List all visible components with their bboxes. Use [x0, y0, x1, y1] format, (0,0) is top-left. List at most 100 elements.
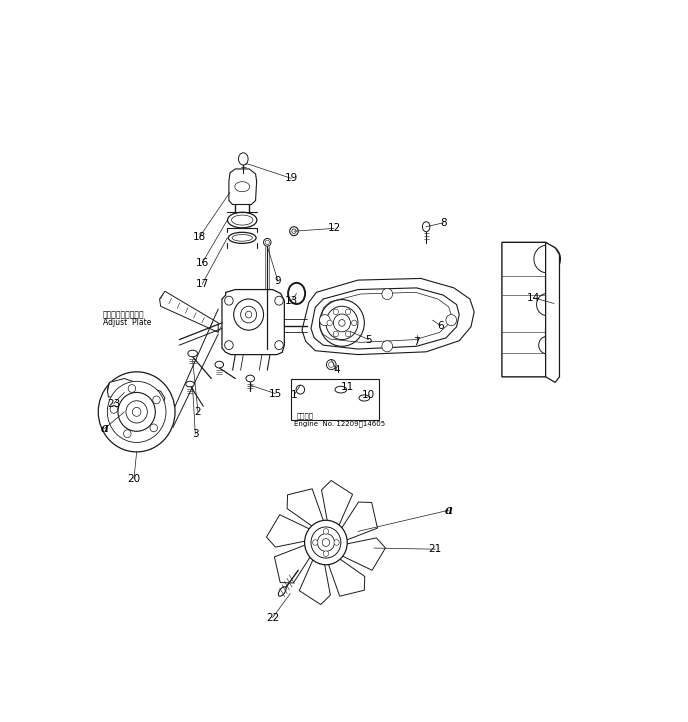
Circle shape	[275, 341, 283, 349]
Text: 3: 3	[192, 429, 199, 439]
Circle shape	[224, 296, 233, 305]
Polygon shape	[107, 378, 165, 404]
Circle shape	[352, 320, 357, 326]
Circle shape	[327, 360, 336, 370]
Bar	[291, 378, 379, 420]
Ellipse shape	[265, 240, 270, 245]
Circle shape	[132, 407, 141, 417]
Ellipse shape	[359, 395, 369, 401]
Polygon shape	[266, 515, 313, 547]
Circle shape	[305, 521, 347, 565]
Circle shape	[126, 401, 147, 423]
Text: 19: 19	[285, 173, 298, 183]
Circle shape	[319, 315, 330, 326]
Polygon shape	[287, 489, 325, 529]
Circle shape	[322, 539, 330, 547]
Ellipse shape	[239, 153, 248, 165]
Polygon shape	[338, 538, 385, 570]
Ellipse shape	[279, 587, 286, 596]
Ellipse shape	[228, 232, 256, 243]
Polygon shape	[327, 557, 365, 596]
Circle shape	[150, 424, 158, 432]
Circle shape	[345, 309, 351, 315]
Circle shape	[317, 534, 334, 552]
Polygon shape	[321, 480, 353, 529]
Ellipse shape	[246, 375, 255, 382]
Circle shape	[246, 311, 252, 318]
Text: a: a	[444, 504, 453, 517]
Circle shape	[98, 372, 175, 452]
Ellipse shape	[188, 350, 197, 357]
Ellipse shape	[264, 238, 271, 246]
Circle shape	[319, 300, 365, 347]
Circle shape	[224, 341, 233, 349]
Text: 12: 12	[327, 223, 341, 233]
Text: 6: 6	[438, 321, 444, 331]
Ellipse shape	[232, 235, 252, 241]
Circle shape	[338, 320, 345, 326]
Polygon shape	[546, 243, 559, 383]
Circle shape	[323, 551, 329, 557]
Circle shape	[333, 309, 338, 315]
Circle shape	[334, 314, 350, 332]
Circle shape	[312, 540, 318, 545]
Circle shape	[110, 406, 118, 413]
Circle shape	[296, 385, 305, 394]
Circle shape	[382, 341, 393, 352]
Polygon shape	[160, 291, 218, 332]
Text: 5: 5	[365, 334, 372, 344]
Polygon shape	[229, 169, 257, 204]
Circle shape	[107, 381, 166, 443]
Text: 20: 20	[127, 474, 140, 484]
Ellipse shape	[186, 381, 194, 387]
Ellipse shape	[235, 182, 250, 192]
Text: 適用号機: 適用号機	[297, 412, 314, 419]
Circle shape	[329, 362, 334, 367]
Ellipse shape	[228, 212, 257, 228]
Text: 23: 23	[107, 399, 120, 409]
Text: 1: 1	[290, 390, 297, 400]
Circle shape	[153, 396, 160, 404]
Text: 15: 15	[268, 388, 282, 399]
Text: 16: 16	[195, 258, 209, 268]
Circle shape	[382, 289, 393, 300]
Text: 22: 22	[266, 612, 279, 622]
Text: Adjust  Plate: Adjust Plate	[103, 318, 151, 327]
Polygon shape	[222, 290, 284, 355]
Circle shape	[333, 331, 338, 336]
Text: アジャストプレート: アジャストプレート	[103, 310, 144, 319]
Circle shape	[124, 430, 131, 438]
Circle shape	[275, 296, 283, 305]
Polygon shape	[502, 243, 554, 377]
Text: 17: 17	[195, 279, 209, 289]
Circle shape	[311, 527, 341, 558]
Text: 13: 13	[285, 296, 298, 305]
Circle shape	[446, 315, 457, 326]
Ellipse shape	[335, 386, 347, 393]
Polygon shape	[275, 544, 312, 583]
Text: 11: 11	[341, 382, 354, 392]
Ellipse shape	[215, 361, 224, 368]
Text: Engine  No. 12209～14605: Engine No. 12209～14605	[294, 421, 385, 427]
Circle shape	[326, 306, 358, 339]
Text: 2: 2	[195, 407, 202, 417]
Text: 9: 9	[275, 277, 281, 286]
Ellipse shape	[290, 227, 298, 235]
Text: 14: 14	[527, 293, 541, 303]
Circle shape	[323, 529, 329, 534]
Polygon shape	[299, 556, 330, 604]
Text: 18: 18	[193, 232, 206, 242]
Text: 8: 8	[440, 218, 447, 228]
Circle shape	[118, 393, 155, 431]
Polygon shape	[339, 502, 378, 542]
Text: 21: 21	[429, 544, 442, 554]
Text: 10: 10	[362, 390, 375, 400]
Circle shape	[241, 306, 257, 323]
Circle shape	[327, 320, 332, 326]
Circle shape	[234, 299, 264, 330]
Ellipse shape	[232, 215, 253, 225]
Ellipse shape	[422, 222, 430, 232]
Circle shape	[334, 540, 339, 545]
Circle shape	[345, 331, 351, 336]
Circle shape	[128, 385, 136, 392]
